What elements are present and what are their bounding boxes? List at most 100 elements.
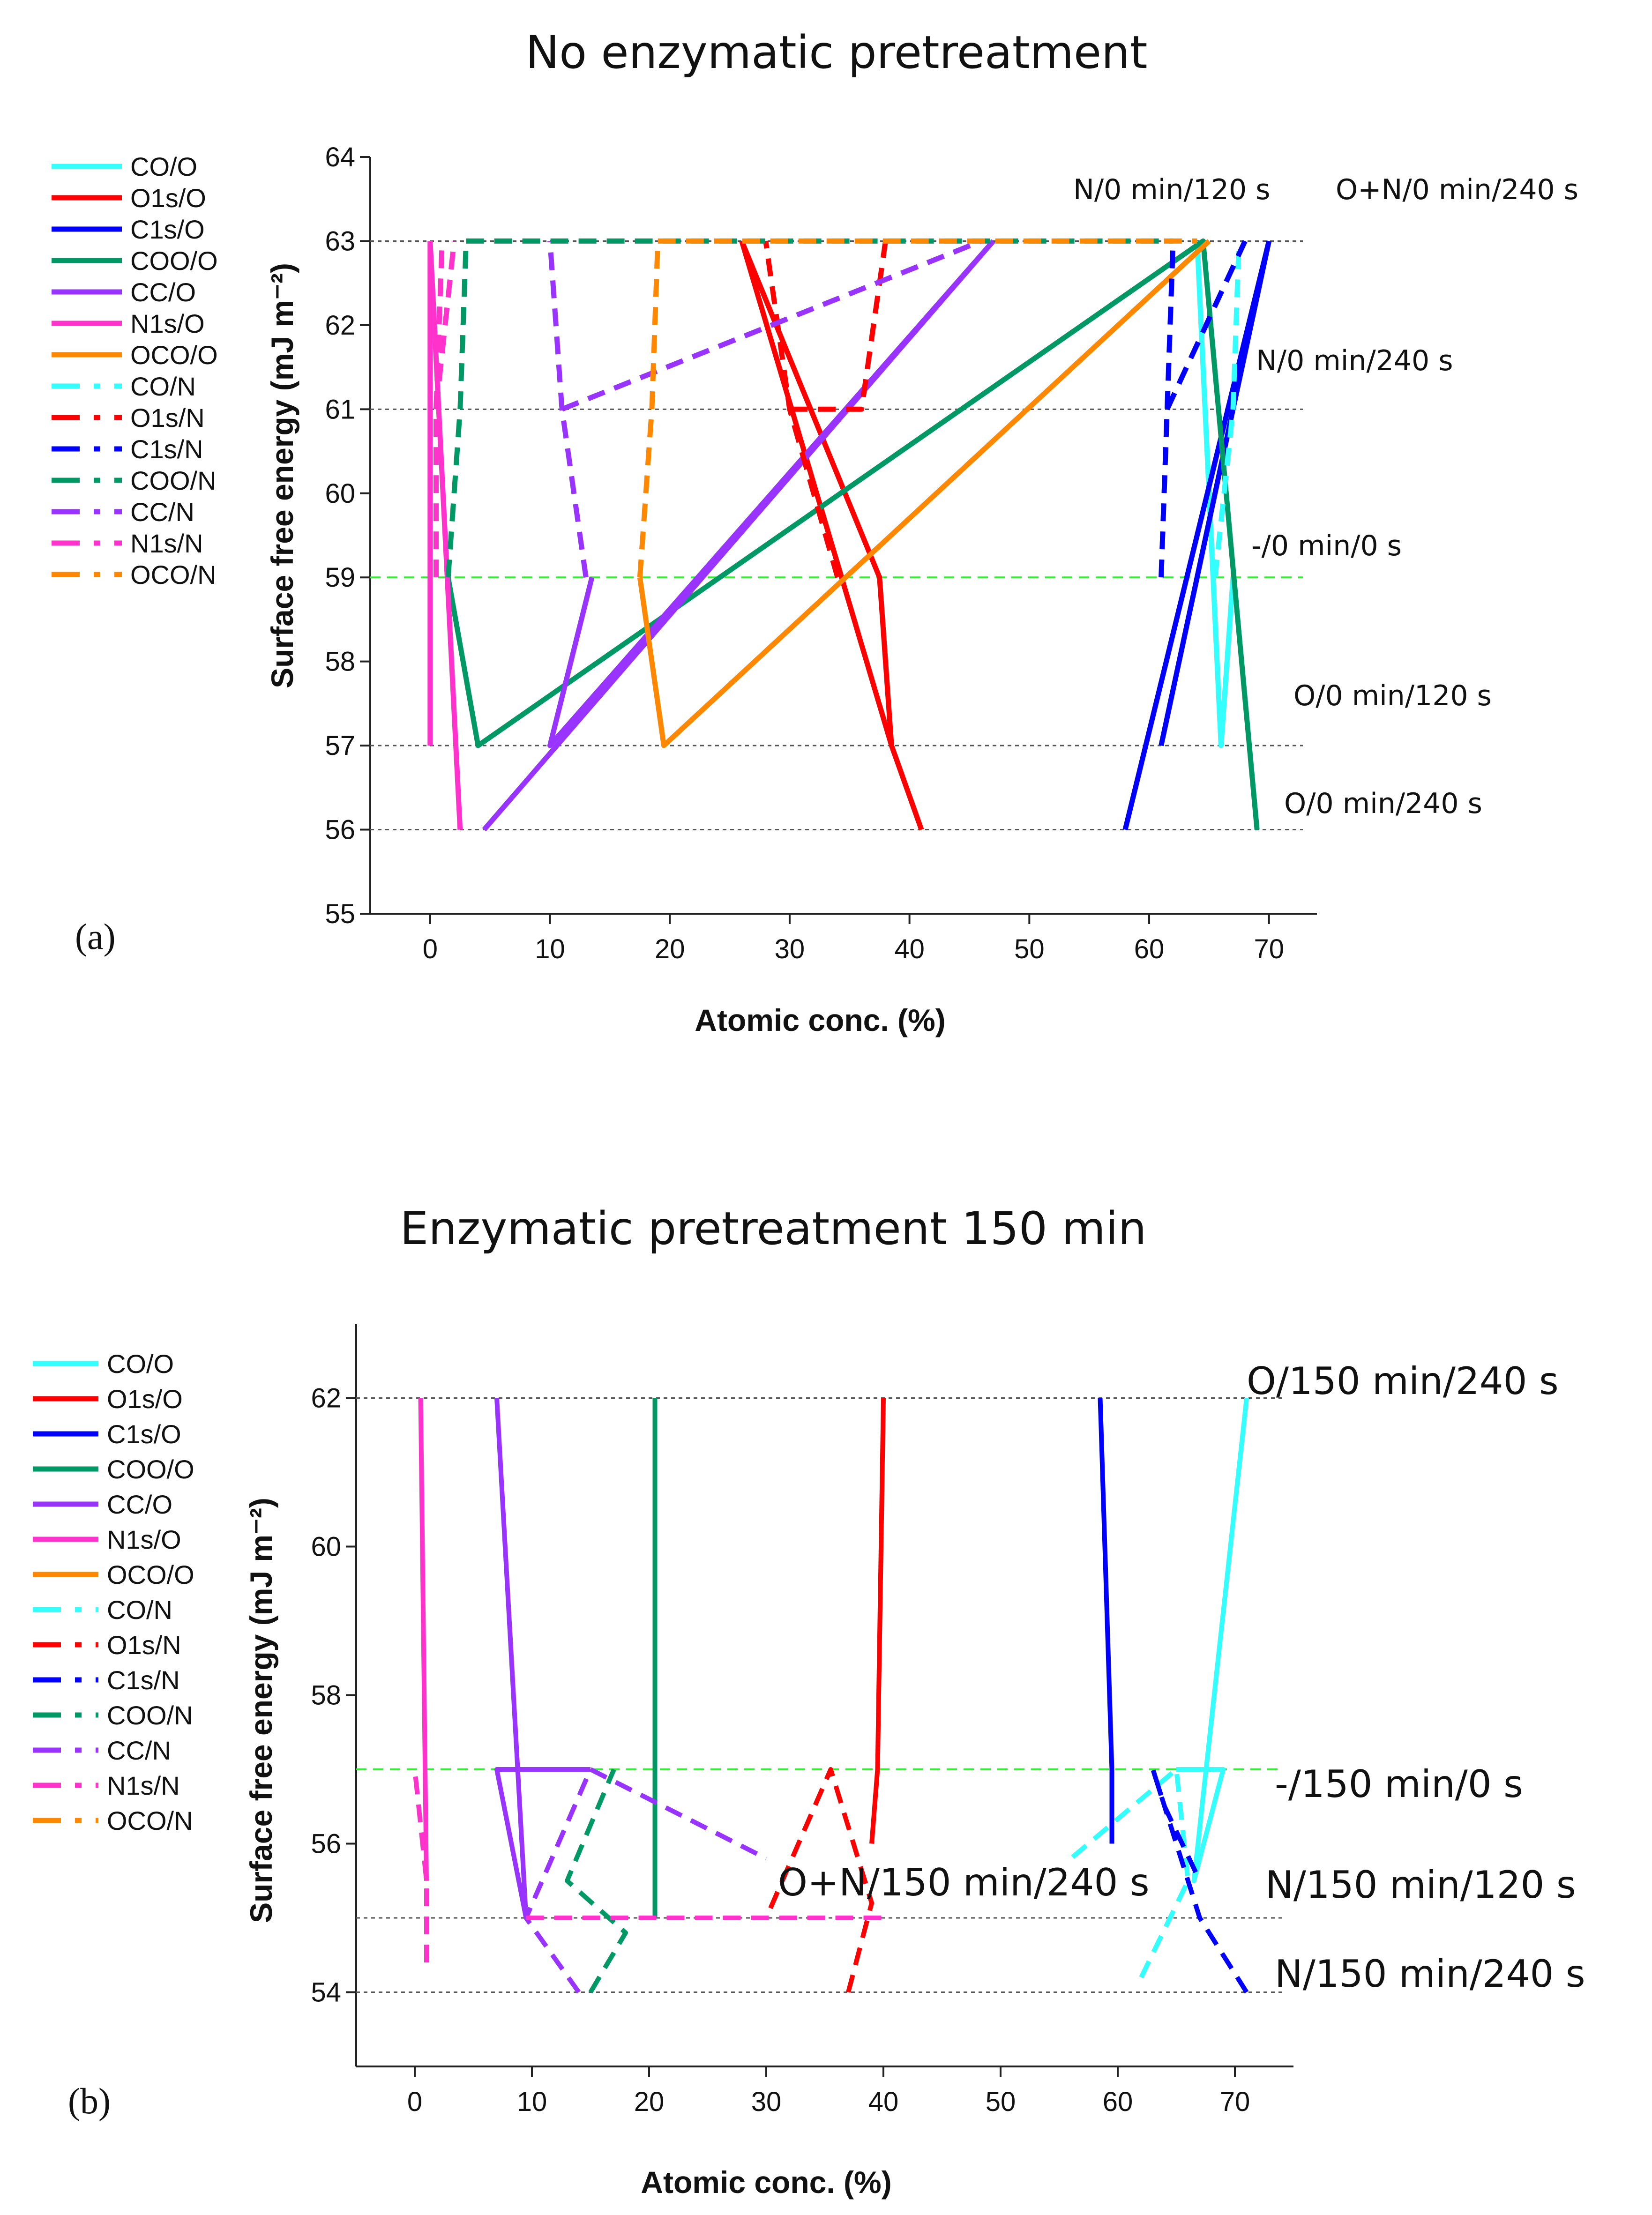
chart-a-ytick-label: 64 <box>325 142 355 172</box>
chart-a-series-line <box>1194 241 1236 748</box>
chart-b-xtick-label: 40 <box>868 2087 899 2117</box>
chart-b-legend-label: C1s/O <box>107 1419 181 1449</box>
chart-b-plot-area: 54 56 58 60 62 0 10 20 30 40 50 60 70 O/150 min/240 s… <box>311 1324 1585 2117</box>
chart-b-ytick-label: 56 <box>311 1829 341 1859</box>
chart-b-series-line <box>1176 1397 1249 1883</box>
chart-b-series-line <box>494 1398 591 1920</box>
chart-b-annotation: O/150 min/240 s <box>1247 1359 1559 1403</box>
chart-b-legend: CO/O O1s/O C1s/O COO/O CC/O N1s/O OCO/O CO/N O1s… <box>33 1349 194 1835</box>
chart-a-series-line <box>637 239 1211 748</box>
chart-a-series-line <box>434 240 457 410</box>
chart-a-series-line <box>482 239 995 832</box>
chart-b-xtick-label: 50 <box>986 2087 1016 2117</box>
chart-a-series-line <box>445 238 1260 830</box>
chart-b-panel-label: (b) <box>68 2081 111 2121</box>
chart-a-annotation: -/0 min/0 s <box>1251 530 1402 562</box>
chart-a-series-line <box>1212 241 1242 578</box>
chart-b-series-line <box>418 1398 429 1881</box>
chart-a-title: No enzymatic pretreatment <box>525 26 1147 79</box>
chart-b-legend-label: OCO/N <box>107 1806 193 1835</box>
chart-b-xlabel: Atomic conc. (%) <box>641 2165 891 2200</box>
chart-a-ytick-label: 57 <box>325 731 355 761</box>
chart-a-legend-label: N1s/N <box>130 529 203 558</box>
chart-a-xtick-label: 70 <box>1254 934 1284 964</box>
chart-a-legend-label: CC/N <box>130 497 194 527</box>
chart-b-legend-label: O1s/N <box>107 1630 181 1660</box>
chart-a-xtick-label: 0 <box>423 934 438 964</box>
chart-a-panel-label: (a) <box>75 916 116 957</box>
chart-b-xtick-label: 70 <box>1220 2087 1250 2117</box>
chart-b-series-line <box>412 1769 429 1963</box>
chart-b-annotation: O+N/150 min/240 s <box>778 1861 1150 1904</box>
chart-b-xtick-label: 20 <box>634 2087 665 2117</box>
chart-b-ytick-label: 58 <box>311 1680 341 1711</box>
chart-b-annotation: N/150 min/240 s <box>1275 1952 1585 1996</box>
chart-a-ytick-label: 63 <box>325 226 355 256</box>
chart-b-legend-label: CC/N <box>107 1736 171 1765</box>
chart-b-title: Enzymatic pretreatment 150 min <box>400 1202 1147 1255</box>
chart-a-ylabel: Surface free energy (mJ m⁻²) <box>265 263 299 688</box>
chart-b-series-line <box>1151 1767 1249 1994</box>
chart-a-legend-label: OCO/N <box>130 560 217 589</box>
chart-b-legend-label: CC/O <box>107 1490 172 1519</box>
chart-a-xlabel: Atomic conc. (%) <box>695 1003 945 1037</box>
chart-a-legend-label: N1s/O <box>130 309 205 338</box>
chart-b-legend-label: OCO/O <box>107 1560 194 1589</box>
chart-a-xtick-label: 30 <box>775 934 805 964</box>
chart-b-annotation: -/150 min/0 s <box>1275 1762 1523 1806</box>
chart-a-series-line <box>1165 240 1248 410</box>
chart-b-xtick-label: 60 <box>1103 2087 1133 2117</box>
chart-a-legend-label: CC/O <box>130 277 196 307</box>
chart-a-legend-label: O1s/N <box>130 403 205 433</box>
chart-a-plot-area: 55 56 57 58 59 60 61 62 63 64 0 10 20 30 40 50 60 70 N/0 m… <box>325 142 1578 964</box>
chart-a-ytick-label: 61 <box>325 394 355 425</box>
chart-a-xtick-label: 50 <box>1014 934 1045 964</box>
chart-b-legend-label: COO/N <box>107 1700 193 1730</box>
chart-a-series-line <box>561 239 983 412</box>
chart-a-legend-label: CO/N <box>130 372 196 401</box>
chart-b-series-line <box>869 1398 886 1844</box>
chart-a-series-line <box>427 241 463 830</box>
chart-a-xtick-label: 20 <box>655 934 685 964</box>
chart-a-annotation: O+N/0 min/240 s <box>1336 173 1578 206</box>
chart-a-series-line <box>1122 240 1272 830</box>
chart-a-legend-label: O1s/O <box>130 183 206 213</box>
chart-a-ytick-label: 55 <box>325 899 355 929</box>
chart-a-legend-label: COO/N <box>130 466 217 495</box>
chart-b-legend-label: C1s/N <box>107 1665 180 1695</box>
chart-b-legend-label: N1s/O <box>107 1525 181 1554</box>
chart-a-xtick-label: 60 <box>1134 934 1165 964</box>
chart-b-legend-label: CO/N <box>107 1595 172 1625</box>
chart-a-annotation: N/0 min/120 s <box>1073 173 1271 206</box>
chart-a-xtick-label: 40 <box>894 934 925 964</box>
chart-a-annotation: O/0 min/120 s <box>1293 679 1492 712</box>
chart-b-xtick-label: 0 <box>407 2087 422 2117</box>
chart-b-legend-label: O1s/O <box>107 1384 183 1414</box>
chart-b-series-line <box>764 1767 874 1993</box>
chart-a-ytick-label: 59 <box>325 562 355 593</box>
chart-a-legend-label: C1s/O <box>130 215 205 244</box>
chart-a-ytick-label: 62 <box>325 310 355 341</box>
chart-a-legend-label: OCO/O <box>130 340 218 370</box>
chart-b-xtick-label: 30 <box>751 2087 782 2117</box>
chart-b-ytick-label: 54 <box>311 1977 341 2008</box>
chart-a-series-line <box>789 240 888 412</box>
chart-a-legend: CO/OO1s/OC1s/OCOO/OCC/ON1s/OOCO/OCO/NO1s… <box>52 152 218 589</box>
chart-b-ylabel: Surface free energy (mJ m⁻²) <box>244 1498 278 1923</box>
chart-b-series-line <box>523 1767 768 1994</box>
chart-b-xtick-label: 10 <box>517 2087 547 2117</box>
chart-b-legend-label: COO/O <box>107 1454 194 1484</box>
chart-a-annotation: O/0 min/240 s <box>1284 787 1482 820</box>
chart-a-annotation: N/0 min/240 s <box>1256 344 1453 377</box>
chart-b-ytick-label: 62 <box>311 1383 341 1414</box>
chart-a-legend-label: C1s/N <box>130 434 203 464</box>
chart-a-series-line <box>739 240 894 746</box>
chart-b-series-line <box>1069 1767 1190 1978</box>
chart-b-ytick-label: 60 <box>311 1532 341 1562</box>
chart-a-legend-label: CO/O <box>130 152 197 181</box>
chart-b-annotation: N/150 min/120 s <box>1265 1863 1576 1907</box>
chart-a-xtick-label: 10 <box>535 934 565 964</box>
chart-a-ytick-label: 60 <box>325 478 355 509</box>
chart-a-ytick-label: 56 <box>325 815 355 845</box>
chart-b-series-line <box>1098 1398 1114 1844</box>
